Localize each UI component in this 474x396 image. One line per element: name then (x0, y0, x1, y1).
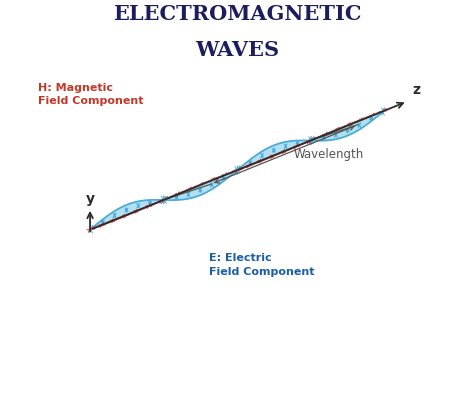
Text: WAVES: WAVES (195, 40, 279, 60)
Text: H: Magnetic
Field Component: H: Magnetic Field Component (38, 83, 144, 107)
Polygon shape (90, 200, 164, 230)
Polygon shape (90, 200, 164, 230)
Text: y: y (86, 192, 94, 206)
Text: Wavelength: Wavelength (294, 148, 364, 161)
Text: E: Electric
Field Component: E: Electric Field Component (209, 253, 314, 277)
Polygon shape (311, 111, 384, 140)
Text: ELECTROMAGNETIC: ELECTROMAGNETIC (113, 4, 361, 24)
Polygon shape (237, 140, 311, 170)
Polygon shape (237, 140, 311, 170)
Polygon shape (164, 170, 237, 200)
Text: z: z (412, 84, 420, 97)
Polygon shape (311, 111, 384, 141)
Polygon shape (164, 170, 237, 200)
